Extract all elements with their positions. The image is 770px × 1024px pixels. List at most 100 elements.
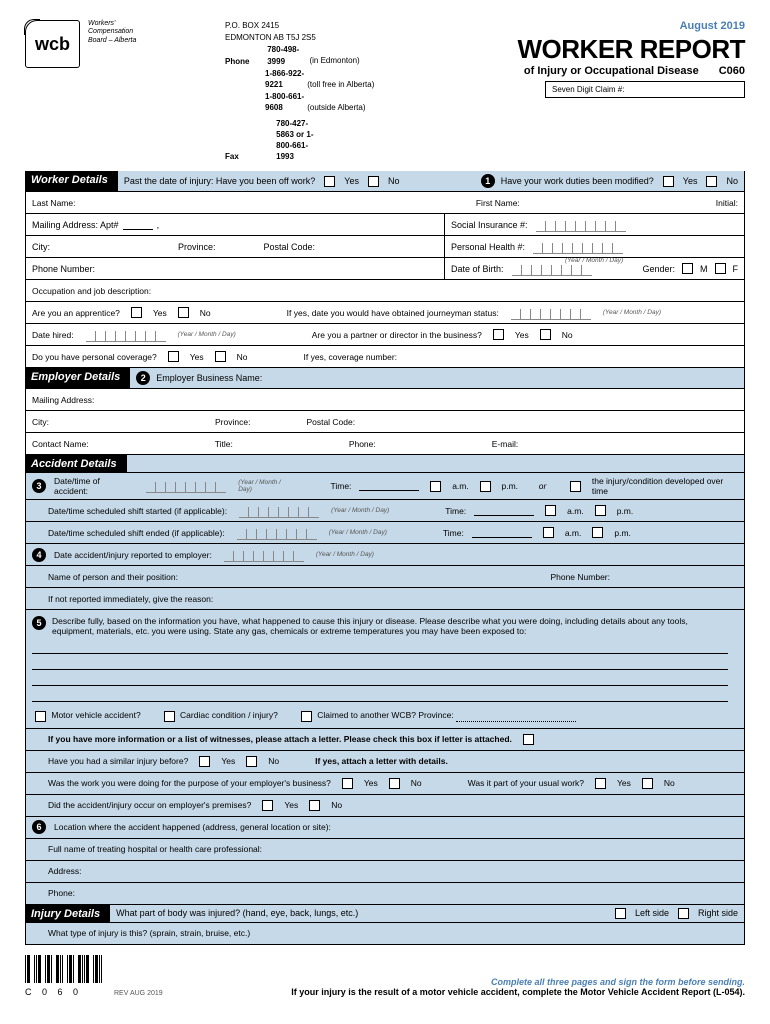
dob-label: Date of Birth:	[451, 264, 504, 274]
header: wcb Workers'CompensationBoard – Alberta …	[25, 20, 745, 163]
letter-attached-checkbox[interactable]	[523, 734, 534, 745]
cardiac-checkbox[interactable]	[164, 711, 175, 722]
fax-number: 780-427-5863 or 1-800-661-1993	[276, 118, 316, 163]
title-area: August 2019 WORKER REPORT of Injury or O…	[485, 20, 745, 163]
step-1-icon: 1	[481, 174, 495, 188]
description-box[interactable]: 5Describe fully, based on the informatio…	[25, 610, 745, 728]
hospital-address-row[interactable]: Address:	[25, 861, 745, 883]
reason-row[interactable]: If not reported immediately, give the re…	[25, 588, 745, 610]
developed-over-time-checkbox[interactable]	[570, 481, 581, 492]
employer-city-row[interactable]: City:Province:Postal Code:	[25, 411, 745, 433]
phone-label: Phone Number:	[32, 264, 95, 274]
barcode-area: C 0 6 0	[25, 953, 102, 997]
last-name-label: Last Name:	[32, 198, 75, 208]
footer-instruction-1: Complete all three pages and sign the fo…	[175, 977, 745, 987]
similar-no-checkbox[interactable]	[246, 756, 257, 767]
modified-yes-checkbox[interactable]	[663, 176, 674, 187]
more-info-row[interactable]: If you have more information or a list o…	[25, 729, 745, 751]
off-work-yes-checkbox[interactable]	[324, 176, 335, 187]
shift-start-row[interactable]: Date/time scheduled shift started (if ap…	[25, 500, 745, 522]
employer-details-header: Employer Details 2Employer Business Name…	[25, 368, 745, 389]
shift-end-pm-checkbox[interactable]	[592, 527, 603, 538]
form-code: C060	[719, 65, 745, 77]
modified-no-checkbox[interactable]	[706, 176, 717, 187]
left-side-checkbox[interactable]	[615, 908, 626, 919]
other-wcb-checkbox[interactable]	[301, 711, 312, 722]
fax-label: Fax	[225, 151, 265, 162]
phone-dob-row: Phone Number: Date of Birth:(Year / Mont…	[25, 258, 745, 280]
step-6-icon: 6	[32, 820, 46, 834]
business-name-label: Employer Business Name:	[156, 373, 262, 383]
shift-start-pm-checkbox[interactable]	[595, 505, 606, 516]
purpose-no-checkbox[interactable]	[389, 778, 400, 789]
location-row[interactable]: 6 Location where the accident happened (…	[25, 817, 745, 839]
revision-label: REV AUG 2019	[114, 990, 163, 997]
right-side-checkbox[interactable]	[678, 908, 689, 919]
accident-date-row[interactable]: 3 Date/time of accident: (Year / Month /…	[25, 473, 745, 500]
premises-no-checkbox[interactable]	[309, 800, 320, 811]
accident-details-header: Accident Details	[25, 455, 745, 473]
shift-end-am-checkbox[interactable]	[543, 527, 554, 538]
name-row[interactable]: Last Name: First Name: Initial:	[25, 192, 745, 214]
usual-yes-checkbox[interactable]	[595, 778, 606, 789]
claim-number-box[interactable]: Seven Digit Claim #:	[545, 81, 745, 98]
injury-details-title: Injury Details	[25, 905, 110, 923]
form-subtitle: of Injury or Occupational Disease	[524, 65, 699, 77]
apprentice-no-checkbox[interactable]	[178, 307, 189, 318]
step-3-icon: 3	[32, 479, 46, 493]
apprentice-yes-checkbox[interactable]	[131, 307, 142, 318]
logo-area: wcb Workers'CompensationBoard – Alberta	[25, 20, 225, 163]
footer-instruction-2: If your injury is the result of a motor …	[175, 987, 745, 997]
wcb-logo: wcb	[25, 20, 80, 68]
health-label: Personal Health #:	[451, 242, 525, 252]
body-part-label: What part of body was injured? (hand, ey…	[116, 908, 358, 918]
date-hired-row[interactable]: Date hired: (Year / Month / Day) Are you…	[25, 324, 745, 346]
premises-row[interactable]: Did the accident/injury occur on employe…	[25, 795, 745, 817]
employer-details-title: Employer Details	[25, 368, 130, 389]
modified-label: Have your work duties been modified?	[501, 176, 654, 186]
coverage-no-checkbox[interactable]	[215, 351, 226, 362]
shift-end-row[interactable]: Date/time scheduled shift ended (if appl…	[25, 522, 745, 544]
premises-yes-checkbox[interactable]	[262, 800, 273, 811]
similar-row[interactable]: Have you had a similar injury before? Ye…	[25, 751, 745, 773]
mva-checkbox[interactable]	[35, 711, 46, 722]
first-name-label: First Name:	[476, 198, 520, 208]
hospital-phone-row[interactable]: Phone:	[25, 883, 745, 905]
step-4-icon: 4	[32, 548, 46, 562]
usual-no-checkbox[interactable]	[642, 778, 653, 789]
off-work-no-checkbox[interactable]	[368, 176, 379, 187]
purpose-row[interactable]: Was the work you were doing for the purp…	[25, 773, 745, 795]
gender-m-checkbox[interactable]	[682, 263, 693, 274]
employer-mailing-row[interactable]: Mailing Address:	[25, 389, 745, 411]
person-row[interactable]: Name of person and their position: Phone…	[25, 566, 745, 588]
similar-yes-checkbox[interactable]	[199, 756, 210, 767]
gender-f-checkbox[interactable]	[715, 263, 726, 274]
logo-subtext: Workers'CompensationBoard – Alberta	[88, 20, 136, 45]
accident-pm-checkbox[interactable]	[480, 481, 491, 492]
phone-1: 780-498-3999	[267, 44, 307, 66]
off-work-label: Past the date of injury: Have you been o…	[124, 176, 315, 186]
occupation-label: Occupation and job description:	[32, 286, 151, 296]
employer-contact-row[interactable]: Contact Name:Title:Phone:E-mail:	[25, 433, 745, 455]
coverage-yes-checkbox[interactable]	[168, 351, 179, 362]
step-5-icon: 5	[32, 616, 46, 630]
city-health-row: City:Province:Postal Code: Personal Heal…	[25, 236, 745, 258]
coverage-row[interactable]: Do you have personal coverage? Yes No If…	[25, 346, 745, 368]
address-line-2: EDMONTON AB T5J 2S5	[225, 32, 485, 43]
phone-label: Phone	[225, 56, 265, 67]
form-title: WORKER REPORT	[485, 34, 745, 65]
partner-yes-checkbox[interactable]	[493, 329, 504, 340]
purpose-yes-checkbox[interactable]	[342, 778, 353, 789]
reported-row[interactable]: 4 Date accident/injury reported to emplo…	[25, 544, 745, 566]
hospital-row[interactable]: Full name of treating hospital or health…	[25, 839, 745, 861]
address-line-1: P.O. BOX 2415	[225, 20, 485, 31]
sin-label: Social Insurance #:	[451, 220, 528, 230]
mailing-label: Mailing Address: Apt#	[32, 220, 119, 230]
occupation-row[interactable]: Occupation and job description:	[25, 280, 745, 302]
partner-no-checkbox[interactable]	[540, 329, 551, 340]
shift-start-am-checkbox[interactable]	[545, 505, 556, 516]
apprentice-row[interactable]: Are you an apprentice? Yes No If yes, da…	[25, 302, 745, 324]
injury-details-header: Injury Details What part of body was inj…	[25, 905, 745, 923]
accident-am-checkbox[interactable]	[430, 481, 441, 492]
injury-type-row[interactable]: What type of injury is this? (sprain, st…	[25, 923, 745, 945]
